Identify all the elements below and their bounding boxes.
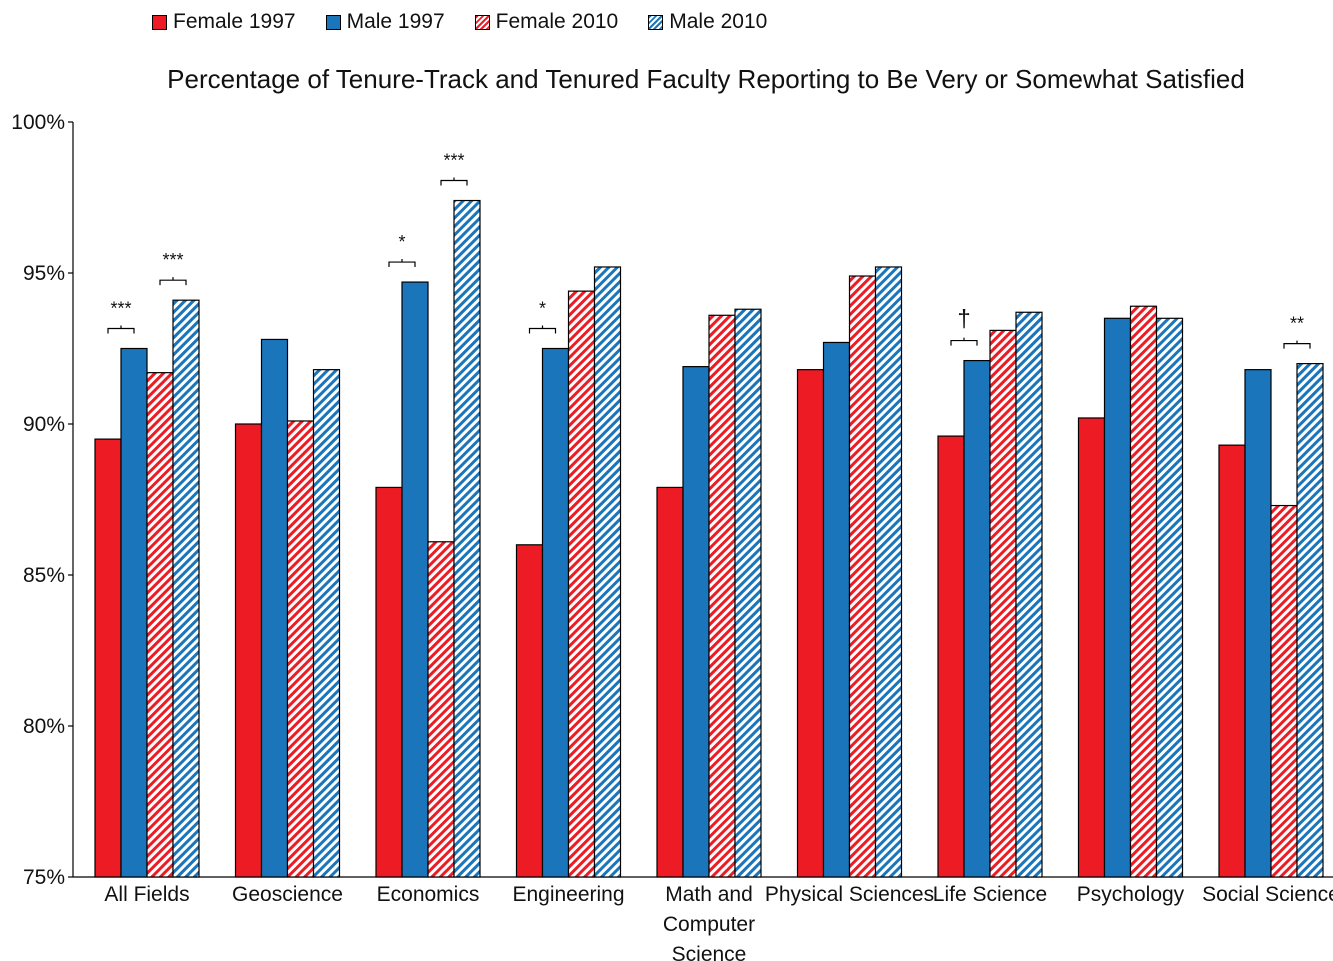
x-tick-label-psychology: Psychology — [1077, 883, 1185, 906]
bar-social-science-female-2010 — [1270, 504, 1298, 878]
bar-social-science-female-1997 — [1218, 444, 1246, 878]
legend-item-female-2010: Female 2010 — [474, 10, 619, 34]
bar-engineering-female-1997 — [515, 544, 544, 878]
significance-label: ** — [1290, 314, 1304, 334]
y-tick-label: 85% — [23, 564, 65, 587]
bar-all-fields-male-2010 — [172, 299, 200, 878]
bar-life-science-female-1997 — [937, 435, 965, 878]
bracket-line — [528, 325, 557, 334]
legend-label-female-1997: Female 1997 — [173, 10, 296, 33]
x-tick-label-geoscience: Geoscience — [232, 883, 343, 906]
bar-life-science-male-1997 — [963, 359, 991, 878]
bar-psychology-male-2010 — [1155, 317, 1184, 878]
bar-engineering-male-2010 — [593, 266, 622, 878]
legend-item-male-2010: Male 2010 — [648, 10, 767, 34]
legend-item-male-1997: Male 1997 — [325, 10, 445, 34]
x-tick-label-math-and-computer-science: Computer — [663, 913, 755, 936]
bar-all-fields-female-2010 — [146, 372, 174, 878]
bar-math-and-computer-science-male-2010 — [734, 308, 762, 878]
bar-economics-male-1997 — [401, 281, 429, 878]
bar-all-fields-female-1997 — [94, 438, 122, 878]
bar-economics-female-2010 — [427, 541, 455, 878]
legend-swatch-female-2010 — [474, 14, 490, 30]
bracket-line — [1283, 340, 1311, 349]
bar-psychology-male-1997 — [1103, 317, 1132, 878]
bar-physical-sciences-male-2010 — [874, 266, 903, 878]
y-tick-label: 100% — [11, 111, 65, 134]
bar-geoscience-male-1997 — [260, 338, 289, 878]
bar-engineering-female-2010 — [567, 290, 596, 878]
bracket-line — [107, 325, 135, 334]
significance-bracket-all-fields-2010: *** — [159, 250, 187, 286]
chart-title: Percentage of Tenure-Track and Tenured F… — [167, 64, 1245, 94]
legend-item-female-1997: Female 1997 — [152, 10, 296, 34]
significance-label: *** — [443, 151, 464, 171]
significance-label: * — [539, 299, 546, 319]
bar-psychology-female-1997 — [1077, 417, 1106, 878]
bar-physical-sciences-female-2010 — [848, 275, 877, 878]
x-tick-label-physical-sciences: Physical Sciences — [765, 883, 934, 906]
bar-physical-sciences-female-1997 — [796, 369, 825, 878]
bar-math-and-computer-science-female-1997 — [656, 486, 684, 878]
bar-economics-male-2010 — [453, 199, 481, 878]
legend-label-male-2010: Male 2010 — [669, 10, 768, 33]
bar-geoscience-female-1997 — [234, 423, 263, 878]
significance-bracket-social-science-2010: ** — [1283, 314, 1311, 349]
significance-label: * — [398, 232, 405, 252]
legend-swatch-male-1997 — [325, 14, 341, 30]
bar-economics-female-1997 — [375, 486, 403, 878]
y-tick-label: 75% — [23, 866, 65, 889]
bracket-line — [440, 177, 468, 186]
x-tick-label-economics: Economics — [377, 883, 480, 906]
bar-physical-sciences-male-1997 — [822, 341, 851, 878]
chart-legend: Female 1997 Male 1997 Female 2010 Male 2… — [152, 10, 767, 34]
y-tick-label: 95% — [23, 262, 65, 285]
bar-social-science-male-2010 — [1296, 363, 1324, 878]
legend-swatch-male-2010 — [648, 14, 664, 30]
bar-geoscience-female-2010 — [286, 420, 315, 878]
significance-bracket-all-fields-1997: *** — [107, 299, 135, 334]
significance-bracket-engineering-1997: * — [528, 299, 557, 334]
bar-math-and-computer-science-male-1997 — [682, 366, 710, 878]
legend-label-female-2010: Female 2010 — [495, 10, 619, 33]
significance-label: *** — [110, 299, 131, 319]
significance-label: † — [957, 306, 970, 333]
x-tick-label-life-science: Life Science — [933, 883, 1047, 906]
significance-bracket-economics-1997: * — [388, 232, 416, 268]
x-tick-label-engineering: Engineering — [512, 883, 624, 906]
significance-bracket-life-science-1997: † — [950, 306, 978, 346]
y-tick-label: 90% — [23, 413, 65, 436]
bracket-line — [159, 277, 187, 286]
bracket-line — [950, 337, 978, 346]
significance-label: *** — [162, 250, 183, 270]
legend-swatch-female-1997 — [152, 14, 167, 30]
bar-life-science-female-2010 — [989, 329, 1017, 878]
bar-life-science-male-2010 — [1015, 311, 1043, 878]
bracket-line — [388, 259, 416, 268]
bar-engineering-male-1997 — [541, 347, 570, 878]
x-tick-label-math-and-computer-science: Math and — [665, 883, 753, 906]
bar-all-fields-male-1997 — [120, 347, 148, 878]
significance-bracket-economics-2010: *** — [440, 151, 468, 186]
bar-geoscience-male-2010 — [312, 369, 341, 878]
legend-label-male-1997: Male 1997 — [346, 10, 445, 33]
x-tick-label-math-and-computer-science: Science — [672, 943, 747, 961]
bar-social-science-male-1997 — [1244, 369, 1272, 878]
y-tick-label: 80% — [23, 715, 65, 738]
x-tick-label-social-science: Social Science — [1202, 883, 1333, 906]
bar-math-and-computer-science-female-2010 — [708, 314, 736, 878]
x-tick-label-all-fields: All Fields — [104, 883, 189, 906]
bar-psychology-female-2010 — [1129, 305, 1158, 878]
